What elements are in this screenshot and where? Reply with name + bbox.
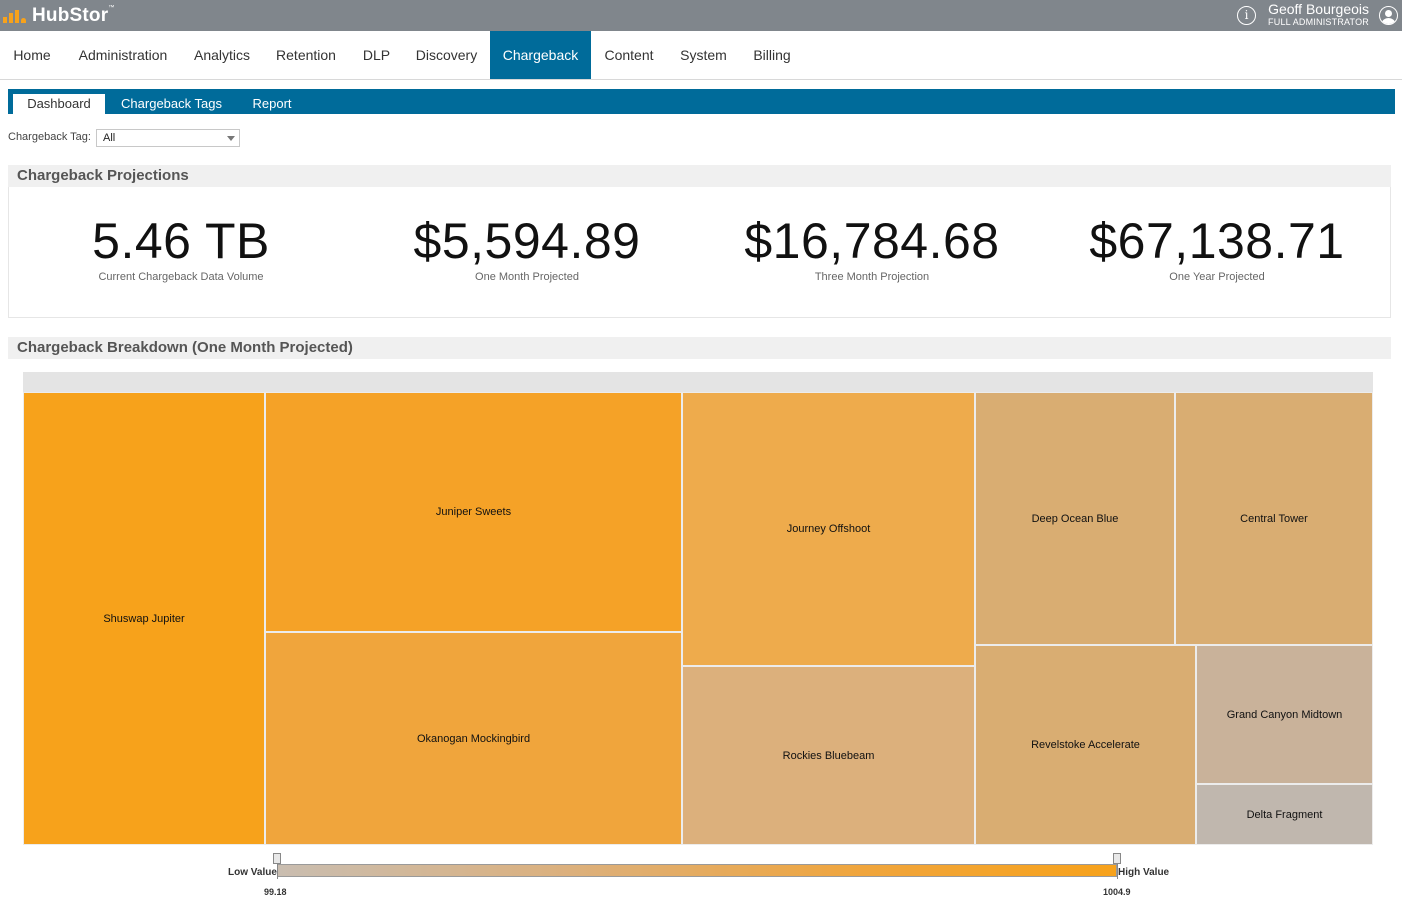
treemap-cell-okanogan-mockingbird[interactable]: Okanogan Mockingbird <box>265 632 682 845</box>
legend-high-handle[interactable] <box>1113 853 1121 879</box>
treemap-header <box>23 372 1373 392</box>
top-bar: HubStor™ i Geoff Bourgeois FULL ADMINIST… <box>0 0 1402 31</box>
kpi-caption: One Month Projected <box>475 271 579 283</box>
kpi-one-year: $67,138.71 One Year Projected <box>1052 212 1382 283</box>
kpi-caption: One Year Projected <box>1169 271 1265 283</box>
nav-chargeback[interactable]: Chargeback <box>490 31 591 79</box>
treemap-cell-rockies-bluebeam[interactable]: Rockies Bluebeam <box>682 666 975 845</box>
nav-discovery[interactable]: Discovery <box>415 47 478 63</box>
tab-report[interactable]: Report <box>252 96 292 111</box>
breakdown-title: Chargeback Breakdown (One Month Projecte… <box>8 337 1391 359</box>
nav-administration[interactable]: Administration <box>78 47 168 63</box>
user-role: FULL ADMINISTRATOR <box>1268 17 1369 27</box>
nav-home[interactable]: Home <box>13 47 51 63</box>
treemap-cell-shuswap-jupiter[interactable]: Shuswap Jupiter <box>23 392 265 845</box>
tab-dashboard[interactable]: Dashboard <box>13 94 105 114</box>
projections-panel <box>8 187 1391 318</box>
kpi-value: $16,784.68 <box>744 213 1000 269</box>
kpi-value: 5.46 TB <box>92 213 270 269</box>
tab-chargeback-tags[interactable]: Chargeback Tags <box>121 96 222 111</box>
treemap-cell-journey-offshoot[interactable]: Journey Offshoot <box>682 392 975 666</box>
user-avatar-icon[interactable] <box>1379 6 1398 25</box>
treemap-cell-juniper-sweets[interactable]: Juniper Sweets <box>265 392 682 632</box>
nav-dlp[interactable]: DLP <box>362 47 391 63</box>
treemap-cell-deep-ocean-blue[interactable]: Deep Ocean Blue <box>975 392 1175 645</box>
legend-low-label: Low Value <box>228 867 277 878</box>
chargeback-treemap: Shuswap Jupiter Juniper Sweets Okanogan … <box>23 392 1373 845</box>
logo-bars-icon <box>0 4 30 28</box>
nav-retention[interactable]: Retention <box>276 47 336 63</box>
treemap-color-legend: Low Value High Value 99.18 1004.9 <box>0 850 1402 900</box>
projections-title: Chargeback Projections <box>8 165 1391 187</box>
info-icon[interactable]: i <box>1237 6 1256 25</box>
nav-billing[interactable]: Billing <box>753 47 791 63</box>
chevron-down-icon <box>227 136 235 141</box>
nav-system[interactable]: System <box>680 47 727 63</box>
main-nav: Home Administration Analytics Retention … <box>0 31 1402 80</box>
kpi-value: $67,138.71 <box>1089 213 1345 269</box>
chargeback-tag-value: All <box>103 132 116 144</box>
chargeback-tag-label: Chargeback Tag: <box>8 131 91 143</box>
treemap-cell-revelstoke-accelerate[interactable]: Revelstoke Accelerate <box>975 645 1196 845</box>
legend-min-value: 99.18 <box>264 887 287 897</box>
treemap-cell-grand-canyon-midtown[interactable]: Grand Canyon Midtown <box>1196 645 1373 784</box>
chargeback-tag-select[interactable]: All <box>96 129 240 147</box>
kpi-data-volume: 5.46 TB Current Chargeback Data Volume <box>16 212 346 283</box>
legend-gradient-bar <box>277 864 1117 877</box>
kpi-three-month: $16,784.68 Three Month Projection <box>707 212 1037 283</box>
kpi-one-month: $5,594.89 One Month Projected <box>362 212 692 283</box>
legend-high-label: High Value <box>1118 867 1170 878</box>
kpi-caption: Current Chargeback Data Volume <box>98 271 264 283</box>
nav-analytics[interactable]: Analytics <box>193 47 251 63</box>
logo-text: HubStor™ <box>32 5 115 26</box>
user-name[interactable]: Geoff Bourgeois <box>1268 1 1369 17</box>
kpi-value: $5,594.89 <box>413 213 641 269</box>
sub-nav: Dashboard Chargeback Tags Report <box>8 89 1395 114</box>
hubstor-logo[interactable]: HubStor™ <box>0 4 115 28</box>
treemap-cell-central-tower[interactable]: Central Tower <box>1175 392 1373 645</box>
legend-max-value: 1004.9 <box>1103 887 1131 897</box>
legend-low-handle[interactable] <box>273 853 281 879</box>
nav-content[interactable]: Content <box>604 47 654 63</box>
treemap-cell-delta-fragment[interactable]: Delta Fragment <box>1196 784 1373 845</box>
kpi-caption: Three Month Projection <box>814 271 930 283</box>
